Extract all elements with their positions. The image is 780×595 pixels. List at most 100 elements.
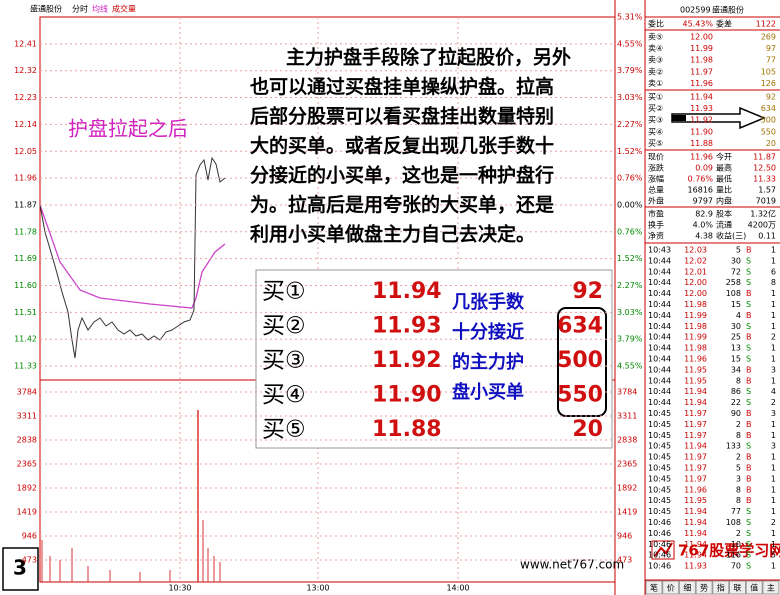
tick-side: S bbox=[746, 278, 751, 287]
tick-price: 11.94 bbox=[684, 387, 707, 396]
price-label: 12.14 bbox=[14, 120, 37, 129]
tab-button[interactable] bbox=[745, 580, 763, 595]
tick-volume: 10 bbox=[731, 540, 741, 549]
tab-button-label[interactable]: 联 bbox=[734, 584, 742, 593]
stat-label: 今开 bbox=[716, 152, 732, 162]
tick-time: 10:45 bbox=[648, 464, 671, 473]
tab-button-label[interactable]: 势 bbox=[700, 583, 708, 593]
tick-volume: 2 bbox=[736, 420, 741, 429]
arrow-tail bbox=[672, 115, 686, 121]
tick-side: S bbox=[746, 256, 751, 265]
tick-volume: 116 bbox=[726, 551, 741, 560]
tick-volume: 8 bbox=[736, 485, 741, 494]
tick-time: 10:44 bbox=[648, 365, 671, 374]
tab-button[interactable] bbox=[729, 580, 746, 595]
price-label: 12.05 bbox=[14, 147, 37, 156]
paragraph-line: 为。拉高后是用夸张的大买单，还是 bbox=[250, 193, 554, 216]
price-label: 11.69 bbox=[14, 254, 37, 263]
tab-button-label[interactable]: 笔 bbox=[650, 583, 658, 593]
price-label: 11.33 bbox=[14, 362, 37, 371]
chart-tab: 均线 bbox=[92, 4, 108, 14]
tab-button-label[interactable]: 值 bbox=[750, 583, 758, 593]
tab-button[interactable] bbox=[645, 580, 663, 595]
volume-bars bbox=[41, 410, 221, 582]
tick-time: 10:44 bbox=[648, 311, 671, 320]
quote-price: 11.94 bbox=[690, 93, 713, 102]
tick-count: 1 bbox=[771, 420, 776, 429]
quote-price: 11.93 bbox=[690, 104, 713, 113]
tick-time: 10:45 bbox=[648, 409, 671, 418]
tab-button[interactable] bbox=[712, 580, 730, 595]
tick-price: 11.96 bbox=[684, 485, 707, 494]
tab-button[interactable] bbox=[662, 580, 680, 595]
price-label: 11.87 bbox=[14, 200, 37, 209]
chart-tab: 成交量 bbox=[112, 4, 136, 14]
stat-label: 收益(三) bbox=[716, 231, 746, 241]
tick-side: S bbox=[746, 529, 751, 538]
percent-label: 3.03% bbox=[617, 93, 643, 102]
volume-label: 946 bbox=[22, 532, 37, 541]
tick-volume: 22 bbox=[731, 398, 741, 407]
percent-label: 1.52% bbox=[617, 147, 643, 156]
tick-side: B bbox=[746, 453, 752, 462]
tick-side: S bbox=[746, 540, 751, 549]
volume-label: 3311 bbox=[617, 412, 637, 421]
zoom-price: 11.94 bbox=[372, 279, 442, 304]
tick-side: S bbox=[746, 562, 751, 571]
tick-price: 11.98 bbox=[684, 344, 707, 353]
volume-label: 3784 bbox=[617, 388, 637, 397]
tick-time: 10:44 bbox=[648, 398, 671, 407]
tick-price: 11.94 bbox=[684, 398, 707, 407]
tab-button-label[interactable]: 细 bbox=[683, 583, 691, 593]
tab-button[interactable] bbox=[695, 580, 713, 595]
percent-label: 0.76% bbox=[617, 227, 643, 236]
percent-label: 5.31% bbox=[617, 13, 643, 22]
tab-button[interactable] bbox=[678, 580, 696, 595]
tick-count: 1 bbox=[771, 355, 776, 364]
tick-volume: 13 bbox=[731, 344, 741, 353]
volume-label: 2365 bbox=[617, 460, 637, 469]
quote-price: 11.92 bbox=[690, 116, 713, 125]
tab-button-label[interactable]: 指 bbox=[717, 583, 725, 593]
stat-value: 9797 bbox=[693, 197, 713, 206]
tick-count: 4 bbox=[771, 387, 776, 396]
annotation-title: 护盘拉起之后 bbox=[68, 117, 188, 141]
stat-value: 11.33 bbox=[753, 175, 776, 184]
tick-time: 10:44 bbox=[648, 344, 671, 353]
tick-side: B bbox=[746, 409, 752, 418]
stat-value: 7019 bbox=[756, 197, 776, 206]
quote-volume: 500 bbox=[761, 116, 776, 125]
tick-side: B bbox=[746, 474, 752, 483]
tick-count: 5 bbox=[771, 551, 776, 560]
stat-value: 0.11 bbox=[758, 232, 776, 241]
tick-count: 3 bbox=[771, 442, 776, 451]
tick-price: 11.98 bbox=[684, 322, 707, 331]
tick-side: B bbox=[746, 420, 752, 429]
tick-time: 10:44 bbox=[648, 322, 671, 331]
tick-volume: 5 bbox=[736, 246, 741, 255]
stock-name: 盛通股份 bbox=[30, 4, 62, 14]
stock-code: 002599 bbox=[680, 6, 711, 15]
tick-time: 10:44 bbox=[648, 278, 671, 287]
tick-volume: 2 bbox=[736, 453, 741, 462]
tick-side: S bbox=[746, 387, 751, 396]
volume-label: 2838 bbox=[617, 436, 637, 445]
tick-count: 1 bbox=[771, 311, 776, 320]
quote-label: 卖① bbox=[648, 79, 663, 88]
tick-time: 10:46 bbox=[648, 551, 671, 560]
tick-volume: 70 bbox=[731, 562, 741, 571]
tick-volume: 133 bbox=[726, 442, 741, 451]
tab-button-label[interactable]: 主 bbox=[767, 583, 775, 593]
tick-side: S bbox=[746, 300, 751, 309]
tab-button-label[interactable]: 价 bbox=[667, 584, 675, 593]
tick-count: 1 bbox=[771, 485, 776, 494]
price-line bbox=[39, 156, 226, 359]
tick-price: 11.94 bbox=[684, 507, 707, 516]
tick-volume: 15 bbox=[731, 300, 741, 309]
tick-count: 1 bbox=[771, 529, 776, 538]
tick-price: 11.96 bbox=[684, 355, 707, 364]
tab-button[interactable] bbox=[762, 580, 780, 595]
tick-count: 8 bbox=[771, 278, 776, 287]
tick-side: B bbox=[746, 311, 752, 320]
